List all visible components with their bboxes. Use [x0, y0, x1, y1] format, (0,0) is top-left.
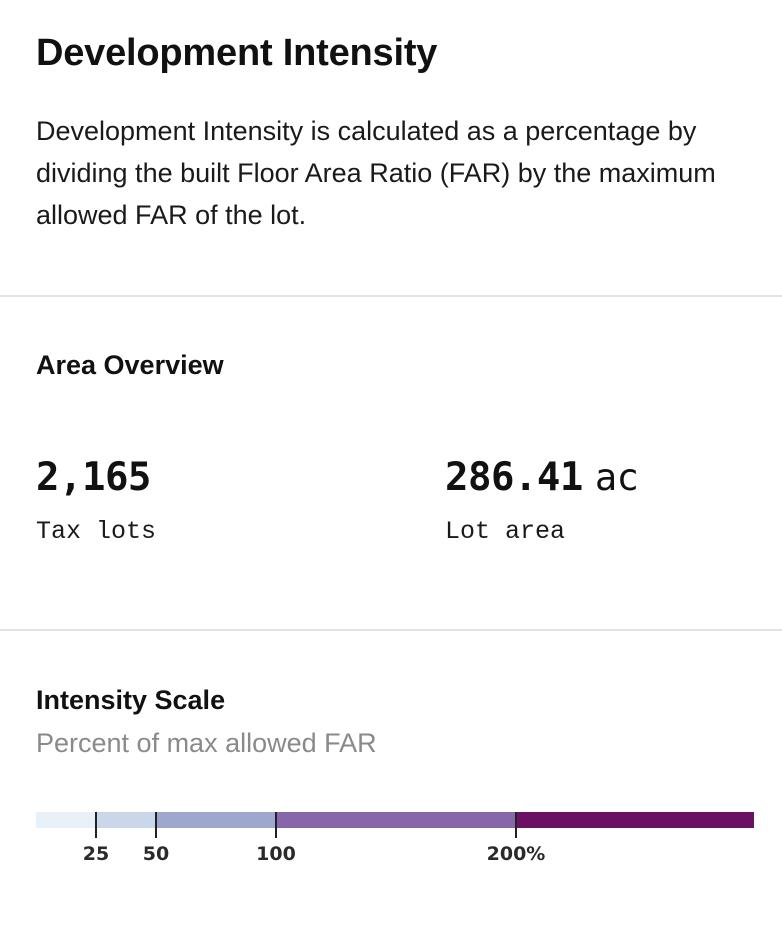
scale-tick-label: 50 — [143, 843, 169, 865]
section-divider — [0, 295, 782, 297]
scale-segment-1 — [96, 812, 156, 828]
page-description: Development Intensity is calculated as a… — [36, 116, 716, 230]
scale-segment-4 — [516, 812, 754, 828]
lot-area-label: Lot area — [445, 517, 566, 546]
scale-segment-3 — [276, 812, 516, 828]
intensity-scale-legend: 25 50 100 200% — [36, 812, 754, 865]
tax-lots-value: 2,165 — [36, 455, 151, 500]
page-title: Development Intensity — [36, 32, 438, 74]
scale-segment-0 — [36, 812, 96, 828]
scale-tick-label: 25 — [83, 843, 109, 865]
tax-lots-label: Tax lots — [36, 517, 157, 546]
scale-segment-2 — [156, 812, 276, 828]
lot-area-value: 286.41 ac — [445, 455, 639, 500]
area-overview-heading: Area Overview — [36, 350, 224, 380]
lot-area-unit: ac — [594, 456, 639, 499]
section-divider — [0, 629, 782, 631]
scale-tick-label: 100 — [256, 843, 296, 865]
intensity-scale-subtitle: Percent of max allowed FAR — [36, 728, 377, 758]
scale-tick-label: 200% — [487, 843, 546, 865]
intensity-scale-heading: Intensity Scale — [36, 685, 226, 715]
